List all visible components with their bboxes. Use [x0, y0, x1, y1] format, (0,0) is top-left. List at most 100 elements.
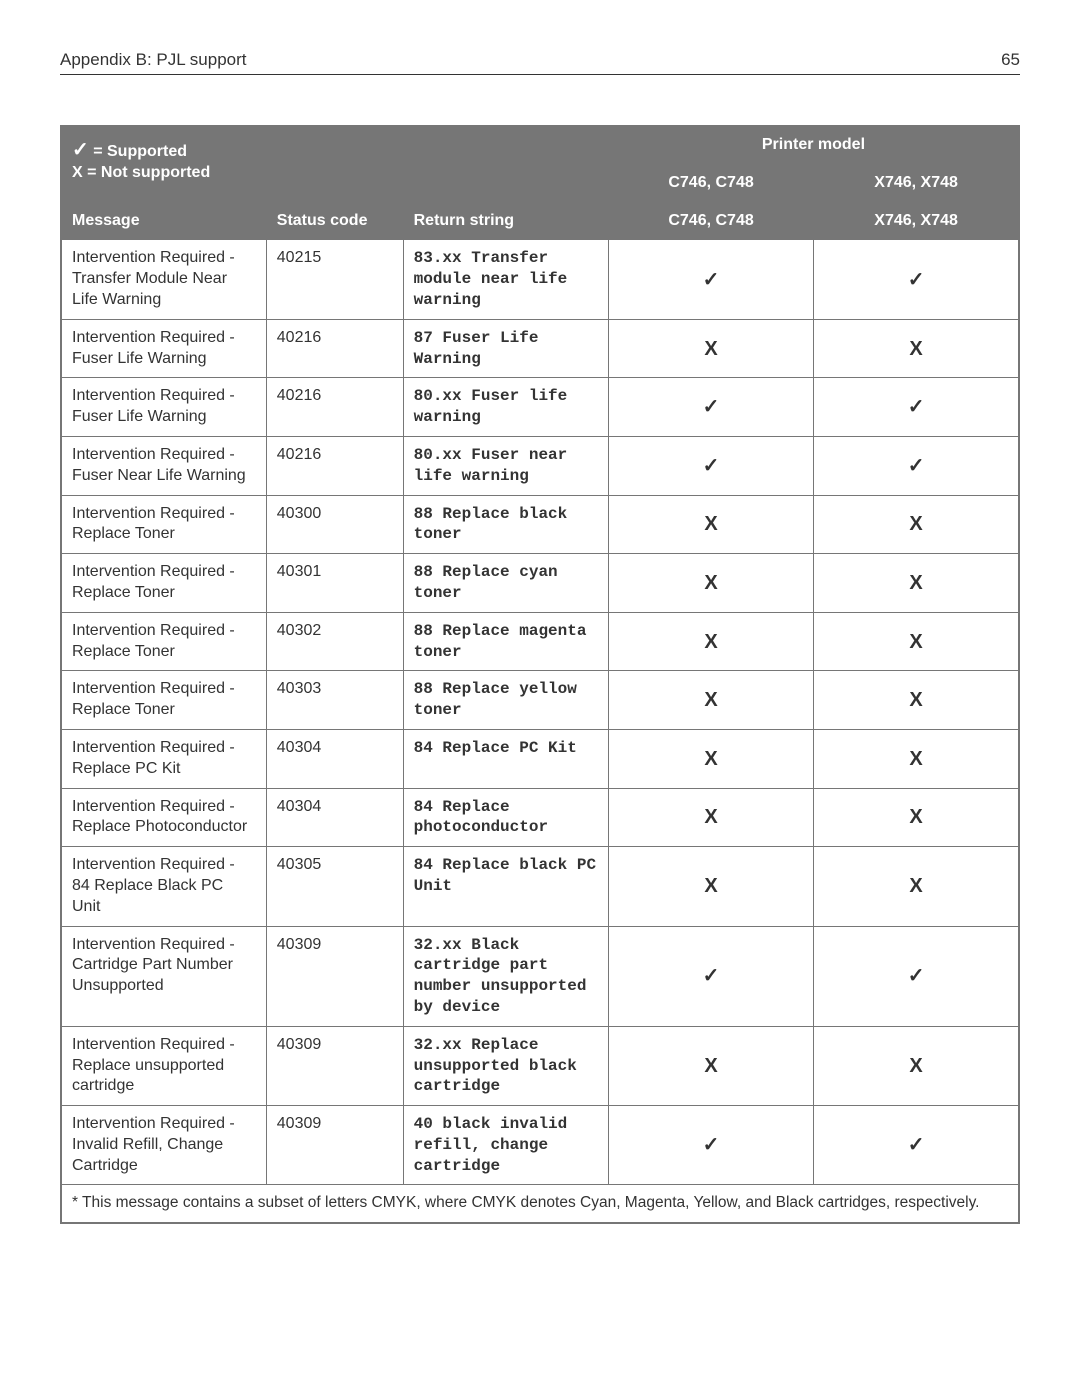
cell-message: Intervention Required - Fuser Near Life …	[61, 436, 266, 495]
x-icon: X	[814, 495, 1019, 554]
page-header-title: Appendix B: PJL support	[60, 50, 247, 70]
cell-message: Intervention Required - Replace Photocon…	[61, 788, 266, 847]
cell-message: Intervention Required - Fuser Life Warni…	[61, 319, 266, 378]
table-row: Intervention Required - Replace Toner403…	[61, 554, 1019, 613]
col-model-a-2: C746, C748	[608, 202, 813, 240]
x-icon: X	[608, 847, 813, 926]
cell-return-string: 88 Replace cyan toner	[403, 554, 608, 613]
check-icon: ✓	[814, 436, 1019, 495]
cell-return-string: 32.xx Black cartridge part number unsupp…	[403, 926, 608, 1026]
cell-status-code: 40309	[266, 926, 403, 1026]
cell-message: Intervention Required - Fuser Life Warni…	[61, 378, 266, 437]
table-row: Intervention Required - Replace Toner403…	[61, 612, 1019, 671]
table-row: Intervention Required - Fuser Life Warni…	[61, 319, 1019, 378]
col-model-b: X746, X748	[814, 164, 1019, 202]
page-header: Appendix B: PJL support 65	[60, 50, 1020, 75]
cell-message: Intervention Required - Cartridge Part N…	[61, 926, 266, 1026]
x-icon: X	[814, 671, 1019, 730]
cell-status-code: 40304	[266, 788, 403, 847]
cell-message: Intervention Required - Replace Toner	[61, 671, 266, 730]
cell-return-string: 84 Replace PC Kit	[403, 729, 608, 788]
table-row: Intervention Required - Fuser Near Life …	[61, 436, 1019, 495]
cell-return-string: 88 Replace yellow toner	[403, 671, 608, 730]
x-icon: X	[814, 729, 1019, 788]
cell-message: Intervention Required - Replace Toner	[61, 554, 266, 613]
legend-supported: = Supported	[93, 143, 187, 160]
x-icon: X	[608, 788, 813, 847]
legend-not-supported: X = Not supported	[72, 163, 598, 184]
cell-return-string: 88 Replace black toner	[403, 495, 608, 554]
cell-message: Intervention Required - 84 Replace Black…	[61, 847, 266, 926]
cell-return-string: 40 black invalid refill, change cartridg…	[403, 1106, 608, 1185]
cell-status-code: 40303	[266, 671, 403, 730]
table-row: Intervention Required - Replace Toner403…	[61, 495, 1019, 554]
table-row: Intervention Required - 84 Replace Black…	[61, 847, 1019, 926]
table-row: Intervention Required - Replace Photocon…	[61, 788, 1019, 847]
x-icon: X	[608, 729, 813, 788]
cell-message: Intervention Required - Invalid Refill, …	[61, 1106, 266, 1185]
check-icon: ✓	[608, 926, 813, 1026]
cell-return-string: 87 Fuser Life Warning	[403, 319, 608, 378]
cell-return-string: 83.xx Transfer module near life warning	[403, 240, 608, 319]
cell-status-code: 40216	[266, 378, 403, 437]
cell-return-string: 84 Replace black PC Unit	[403, 847, 608, 926]
cell-message: Intervention Required - Replace unsuppor…	[61, 1026, 266, 1105]
check-icon: ✓	[608, 436, 813, 495]
legend-cell: ✓ = Supported X = Not supported	[61, 126, 608, 202]
col-return-string: Return string	[403, 202, 608, 240]
col-status-code: Status code	[266, 202, 403, 240]
x-icon: X	[814, 612, 1019, 671]
table-row: Intervention Required - Transfer Module …	[61, 240, 1019, 319]
pjl-support-table: ✓ = Supported X = Not supported Printer …	[60, 125, 1020, 1224]
cell-status-code: 40302	[266, 612, 403, 671]
x-icon: X	[814, 554, 1019, 613]
table-row: Intervention Required - Invalid Refill, …	[61, 1106, 1019, 1185]
col-model-a: C746, C748	[608, 164, 813, 202]
cell-return-string: 80.xx Fuser life warning	[403, 378, 608, 437]
check-icon: ✓	[608, 240, 813, 319]
cell-message: Intervention Required - Replace PC Kit	[61, 729, 266, 788]
x-icon: X	[814, 319, 1019, 378]
cell-return-string: 80.xx Fuser near life warning	[403, 436, 608, 495]
x-icon: X	[608, 319, 813, 378]
cell-message: Intervention Required - Replace Toner	[61, 495, 266, 554]
table-row: Intervention Required - Fuser Life Warni…	[61, 378, 1019, 437]
x-icon: X	[814, 1026, 1019, 1105]
cell-return-string: 88 Replace magenta toner	[403, 612, 608, 671]
col-message: Message	[61, 202, 266, 240]
cell-status-code: 40305	[266, 847, 403, 926]
table-row: Intervention Required - Cartridge Part N…	[61, 926, 1019, 1026]
x-icon: X	[608, 671, 813, 730]
x-icon: X	[814, 788, 1019, 847]
cell-return-string: 32.xx Replace unsupported black cartridg…	[403, 1026, 608, 1105]
cell-status-code: 40216	[266, 319, 403, 378]
cell-status-code: 40304	[266, 729, 403, 788]
table-row: Intervention Required - Replace PC Kit40…	[61, 729, 1019, 788]
x-icon: X	[608, 554, 813, 613]
x-icon: X	[608, 1026, 813, 1105]
table-row: Intervention Required - Replace unsuppor…	[61, 1026, 1019, 1105]
check-icon: ✓	[814, 1106, 1019, 1185]
printer-model-header: Printer model	[608, 126, 1019, 164]
cell-status-code: 40216	[266, 436, 403, 495]
cell-status-code: 40215	[266, 240, 403, 319]
col-model-b-2: X746, X748	[814, 202, 1019, 240]
x-icon: X	[814, 847, 1019, 926]
cell-message: Intervention Required - Transfer Module …	[61, 240, 266, 319]
cell-status-code: 40301	[266, 554, 403, 613]
check-icon: ✓	[72, 139, 89, 161]
page-number: 65	[1001, 50, 1020, 70]
cell-status-code: 40309	[266, 1026, 403, 1105]
x-icon: X	[608, 495, 813, 554]
cell-message: Intervention Required - Replace Toner	[61, 612, 266, 671]
footnote: * This message contains a subset of lett…	[61, 1185, 1019, 1223]
check-icon: ✓	[608, 378, 813, 437]
cell-status-code: 40309	[266, 1106, 403, 1185]
check-icon: ✓	[608, 1106, 813, 1185]
cell-status-code: 40300	[266, 495, 403, 554]
table-row: Intervention Required - Replace Toner403…	[61, 671, 1019, 730]
x-icon: X	[608, 612, 813, 671]
check-icon: ✓	[814, 926, 1019, 1026]
check-icon: ✓	[814, 378, 1019, 437]
check-icon: ✓	[814, 240, 1019, 319]
